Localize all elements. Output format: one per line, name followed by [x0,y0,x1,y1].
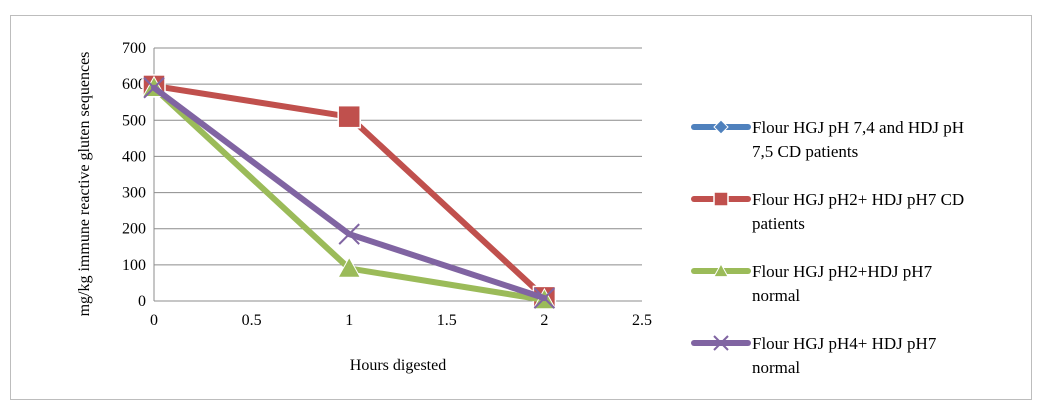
x-tick-label-1-5: 1.5 [437,312,457,329]
legend-label-2-line-2: patients [752,214,805,233]
series-4-point-3 [533,287,556,309]
series-4 [143,77,556,309]
legend-label-2: Flour HGJ pH2+ HDJ pH7 CD patients [752,190,964,233]
legend-swatch-marker-4-stroke-b [713,335,729,351]
legend-swatch-marker-1 [713,119,729,135]
series-group [142,74,557,310]
y-tick-label-400: 400 [122,148,146,165]
line-chart: 0 100 200 300 400 500 600 700 0 0.5 1 1.5 2 2.5 Flour… [76,40,964,377]
x-axis-title: Hours digested [350,357,446,374]
series-4-point-1 [143,77,165,99]
x-tick-label-2-5: 2.5 [632,312,652,329]
legend-swatch-marker-4 [713,335,729,351]
legend-label-4-line-2: normal [752,358,800,377]
gridlines [154,47,642,266]
x-tick-label-0: 0 [150,312,158,329]
y-tick-label-600: 600 [122,76,146,93]
x-tick-label-0-5: 0.5 [242,312,262,329]
y-tick-label-100: 100 [122,257,146,274]
y-tick-label-300: 300 [122,185,146,202]
legend-label-3: Flour HGJ pH2+HDJ pH7 normal [752,262,933,305]
y-tick-label-200: 200 [122,221,146,238]
y-axis-title: mg/kg immune reactive gluten sequences [76,52,93,317]
y-tick-label-0: 0 [138,293,146,310]
legend-label-3-line-1: Flour HGJ pH2+HDJ pH7 [752,262,933,281]
legend-swatch-marker-2 [713,191,729,207]
legend: Flour HGJ pH 7,4 and HDJ pH 7,5 CD patien… [691,118,964,377]
legend-item-1: Flour HGJ pH 7,4 and HDJ pH 7,5 CD patien… [691,118,964,161]
chart-frame: 0 100 200 300 400 500 600 700 0 0.5 1 1.5 2 2.5 Flour… [10,15,1032,400]
axes [153,48,642,302]
legend-label-1-line-1: Flour HGJ pH 7,4 and HDJ pH [752,118,964,137]
legend-item-2: Flour HGJ pH2+ HDJ pH7 CD patients [691,190,964,233]
legend-label-3-line-2: normal [752,286,800,305]
series-4-point-1-stroke-b [143,77,165,99]
series-2-point-2 [337,104,361,129]
series-4-point-2-stroke-b [338,223,360,245]
x-tick-label-1: 1 [345,312,353,329]
y-tick-label-700: 700 [122,40,146,57]
legend-item-4: Flour HGJ pH4+ HDJ pH7 normal [691,334,937,377]
legend-item-3: Flour HGJ pH2+HDJ pH7 normal [691,262,933,305]
legend-label-1: Flour HGJ pH 7,4 and HDJ pH 7,5 CD patien… [752,118,964,161]
series-4-point-2 [338,223,360,245]
series-4-point-3-stroke-b [533,287,556,309]
legend-label-4: Flour HGJ pH4+ HDJ pH7 normal [752,334,937,377]
x-tick-label-2: 2 [540,312,548,329]
series-3-point-2 [337,256,362,278]
legend-label-1-line-2: 7,5 CD patients [752,142,858,161]
legend-swatch-marker-3 [713,262,729,278]
y-tick-label-500: 500 [122,112,146,129]
legend-label-4-line-1: Flour HGJ pH4+ HDJ pH7 [752,334,937,353]
legend-label-2-line-1: Flour HGJ pH2+ HDJ pH7 CD [752,190,964,209]
tick-labels: 0 100 200 300 400 500 600 700 0 0.5 1 1.5 2 2.5 [122,40,652,329]
